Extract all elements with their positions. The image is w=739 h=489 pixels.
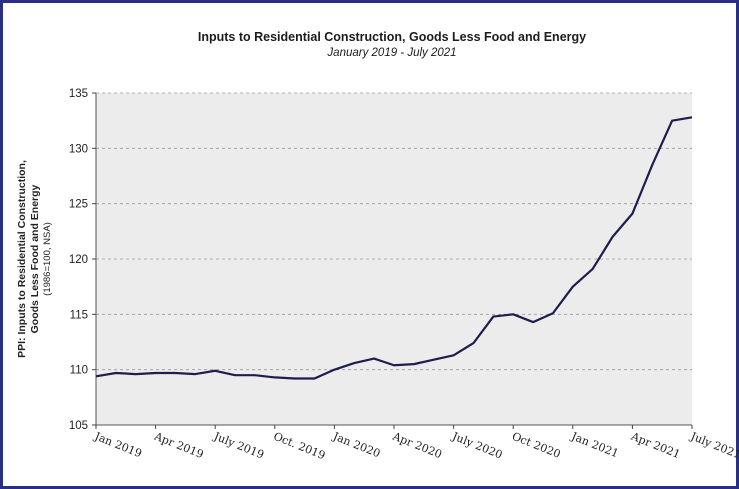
chart-subtitle: January 2019 - July 2021 xyxy=(327,47,457,59)
y-tick-label: 115 xyxy=(70,309,88,321)
x-tick-label: Apr 2019 xyxy=(152,429,206,461)
y-tick-label: 135 xyxy=(69,88,88,100)
y-axis-label-line-2: Goods Less Food and Energy xyxy=(29,184,41,333)
y-axis-ticks: 105 110 115 120 125 130 135 xyxy=(69,88,96,432)
series-line xyxy=(95,116,693,380)
x-tick-label: July 2019 xyxy=(211,429,266,461)
x-tick-label: Apr 2020 xyxy=(390,429,444,461)
y-axis-label-line-1: PPI: Inputs to Residential Construction, xyxy=(16,160,28,358)
x-tick-label: Jan 2021 xyxy=(569,429,621,460)
x-tick-label: Oct 2020 xyxy=(510,430,562,461)
x-axis-ticks: Jan 2019 Apr 2019 July 2019 Oct. 2019 Jan 20… xyxy=(92,425,739,462)
x-tick-label: Jan 2019 xyxy=(92,429,144,460)
y-tick-label: 125 xyxy=(69,199,88,211)
x-tick-label: July 2020 xyxy=(450,429,505,461)
x-tick-label: Oct. 2019 xyxy=(272,430,327,463)
plot-area xyxy=(96,93,692,425)
y-axis-label: PPI: Inputs to Residential Construction,… xyxy=(16,160,53,358)
x-tick-label: July 2021 xyxy=(688,429,739,461)
chart-title: Inputs to Residential Construction, Good… xyxy=(197,30,587,44)
y-axis-label-group: PPI: Inputs to Residential Construction,… xyxy=(16,160,53,358)
y-tick-label: 120 xyxy=(69,254,88,266)
y-tick-label: 130 xyxy=(69,143,88,155)
x-tick-label: Jan 2020 xyxy=(330,429,382,460)
y-axis-label-note: (1986=100, NSA) xyxy=(42,222,53,296)
y-tick-label: 105 xyxy=(69,420,88,432)
y-tick-label: 110 xyxy=(70,365,88,377)
x-tick-label: Apr 2021 xyxy=(628,429,682,461)
